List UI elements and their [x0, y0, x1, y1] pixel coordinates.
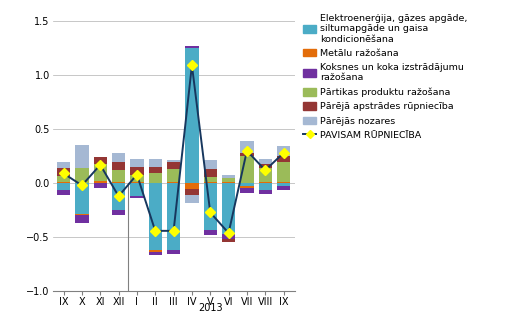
Bar [277, 156, 290, 161]
Bar [259, 164, 272, 168]
Bar [57, 176, 70, 182]
Bar [259, 159, 272, 164]
Bar [149, 159, 162, 167]
Bar [57, 182, 70, 183]
Bar [130, 175, 144, 182]
Bar [57, 168, 70, 176]
Bar [149, 167, 162, 174]
Bar [240, 153, 254, 156]
Bar [204, 230, 217, 235]
Bar [75, 168, 88, 183]
Bar [112, 182, 125, 183]
Bar [94, 183, 107, 188]
Bar [94, 164, 107, 181]
Bar [167, 161, 180, 169]
Bar [112, 183, 125, 210]
Bar [222, 175, 235, 178]
Bar [112, 170, 125, 182]
Bar [259, 168, 272, 182]
Bar [75, 183, 88, 213]
Bar [112, 153, 125, 161]
Bar [57, 190, 70, 195]
Bar [204, 183, 217, 230]
Bar [75, 215, 88, 223]
Bar [185, 48, 198, 183]
Bar [222, 234, 235, 240]
Bar [204, 169, 217, 177]
Bar [167, 250, 180, 254]
Bar [222, 183, 235, 234]
Bar [130, 159, 144, 167]
Bar [75, 213, 88, 215]
Bar [185, 195, 198, 203]
Bar [130, 183, 144, 196]
Bar [277, 182, 290, 183]
Bar [185, 183, 198, 189]
Bar [167, 169, 180, 182]
Bar [240, 187, 254, 188]
Bar [167, 182, 180, 183]
Bar [277, 161, 290, 182]
Bar [277, 146, 290, 156]
Bar [240, 156, 254, 183]
Bar [149, 174, 162, 183]
Bar [259, 183, 272, 190]
Bar [222, 178, 235, 182]
Bar [222, 240, 235, 242]
Legend: Elektroenerģija, gāzes apgāde,
siltumapgāde un gaisa
kondicionēšana, Metālu ražo: Elektroenerģija, gāzes apgāde, siltumapg… [299, 10, 471, 144]
Bar [240, 141, 254, 153]
Bar [185, 189, 198, 195]
Bar [75, 145, 88, 168]
Bar [149, 183, 162, 250]
Bar [94, 157, 107, 164]
Bar [259, 190, 272, 194]
Bar [167, 183, 180, 250]
Bar [149, 253, 162, 255]
Bar [130, 196, 144, 198]
Bar [167, 160, 180, 161]
Bar [204, 182, 217, 183]
Bar [277, 187, 290, 190]
Bar [112, 161, 125, 170]
Bar [222, 182, 235, 183]
Bar [259, 182, 272, 183]
Bar [240, 183, 254, 187]
Bar [149, 250, 162, 253]
Bar [57, 161, 70, 168]
Bar [204, 177, 217, 182]
Bar [204, 160, 217, 169]
Bar [130, 167, 144, 175]
Bar [57, 183, 70, 190]
Bar [240, 188, 254, 193]
Bar [185, 46, 198, 48]
Text: 2013: 2013 [198, 303, 222, 313]
Bar [130, 182, 144, 183]
Bar [277, 183, 290, 187]
Bar [94, 181, 107, 183]
Bar [112, 210, 125, 215]
